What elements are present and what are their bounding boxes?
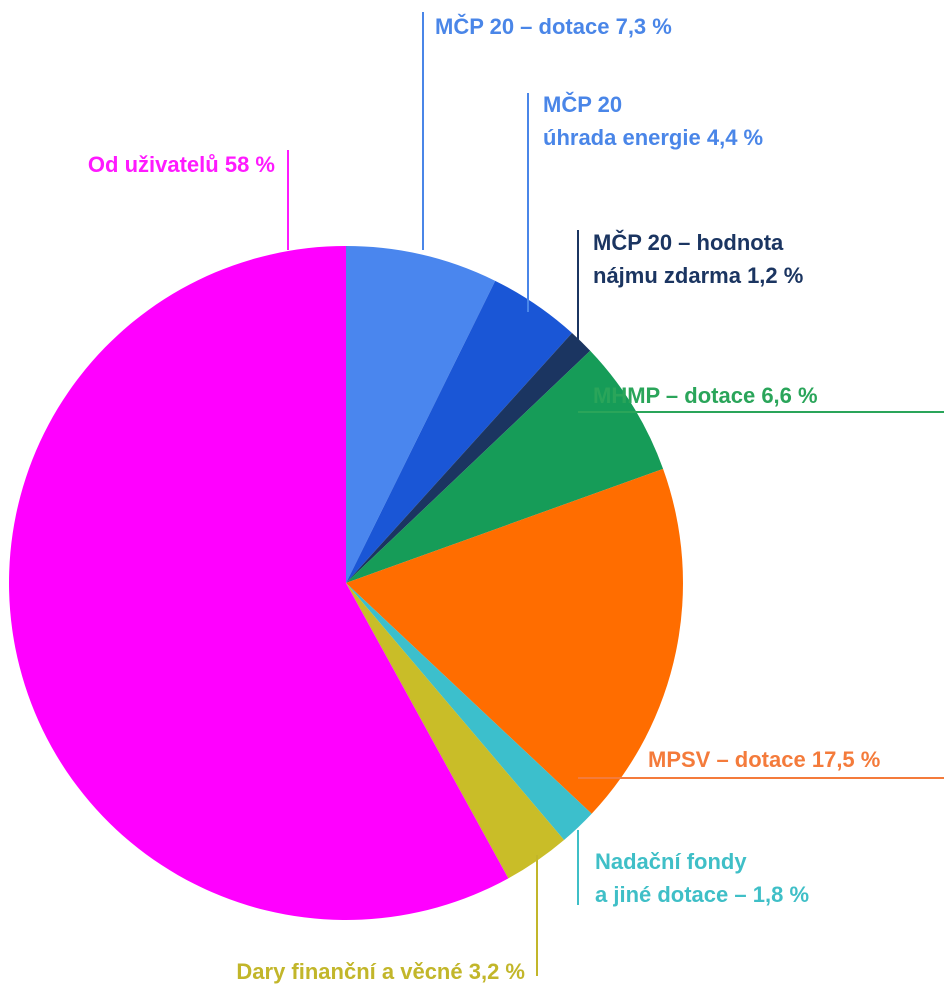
pie-slice	[9, 246, 509, 920]
category-label: Od uživatelů	[87, 152, 219, 177]
slice-label: MČP 20 – dotace 7,3 %	[435, 10, 672, 43]
slice-label: Nadační fondy a jiné dotace – 1,8 %	[595, 845, 809, 911]
slice-label: MČP 20 úhrada energie 4,4 %	[543, 88, 763, 154]
value-label: 58 %	[224, 152, 275, 177]
value-label: 7,3 %	[615, 14, 672, 39]
category-label: MČP 20 úhrada energie	[543, 92, 701, 150]
value-label: 17,5 %	[811, 747, 881, 772]
value-label: 4,4 %	[706, 125, 764, 150]
category-label: Dary finanční a věcné	[236, 959, 463, 984]
value-label: 3,2 %	[468, 959, 525, 984]
category-label: Nadační fondy a jiné dotace –	[595, 849, 747, 907]
pie-slice	[346, 583, 565, 879]
value-label: 6,6 %	[761, 383, 818, 408]
pie-slice	[346, 468, 683, 814]
pie-slice	[346, 350, 664, 583]
slice-label: MČP 20 – hodnota nájmu zdarma 1,2 %	[593, 226, 803, 292]
value-label: 1,2 %	[747, 263, 804, 288]
slice-label: MHMP – dotace 6,6 %	[593, 379, 818, 412]
slice-label: MPSV – dotace 17,5 %	[648, 743, 880, 776]
slice-label: Dary finanční a věcné 3,2 %	[236, 955, 525, 988]
pie-slice	[346, 583, 592, 840]
pie-slice	[346, 246, 496, 583]
pie-slice	[346, 280, 573, 583]
category-label: MČP 20 – dotace	[435, 14, 610, 39]
category-label: MČP 20 – hodnota nájmu zdarma	[593, 230, 784, 288]
slice-label: Od uživatelů 58 %	[88, 148, 275, 181]
category-label: MHMP – dotace	[593, 383, 756, 408]
category-label: MPSV – dotace	[648, 747, 806, 772]
pie-slice	[346, 333, 591, 583]
value-label: 1,8 %	[752, 882, 810, 907]
